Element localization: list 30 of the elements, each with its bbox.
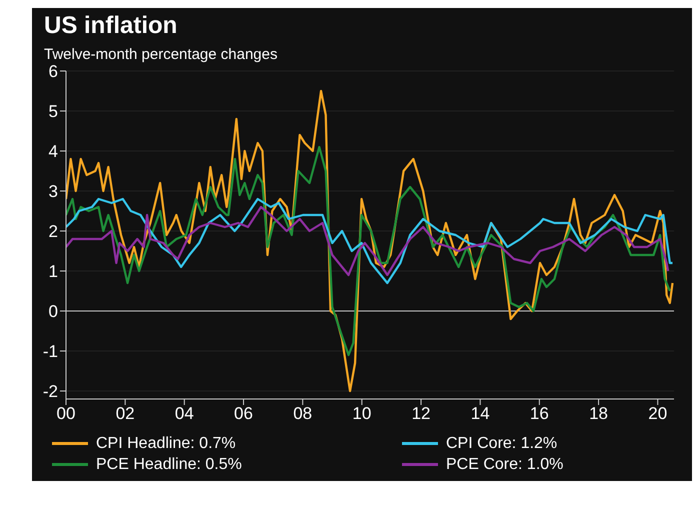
legend-label: CPI Headline: 0.7%	[96, 434, 236, 452]
y-tick-label: 6	[48, 62, 58, 82]
legend-label: PCE Core: 1.0%	[446, 456, 564, 474]
y-tick-label: -2	[42, 382, 58, 402]
line-series	[66, 206, 670, 276]
x-tick-label: 18	[589, 404, 608, 424]
y-tick-label: 3	[48, 182, 58, 202]
legend-label: CPI Core: 1.2%	[446, 434, 558, 452]
y-tick-label: 0	[48, 302, 58, 322]
y-tick-label: 1	[48, 262, 58, 282]
x-tick-label: 08	[293, 404, 312, 424]
line-series	[66, 90, 674, 392]
y-tick-label: 2	[48, 222, 58, 242]
y-tick-label: 4	[48, 142, 58, 162]
x-tick-label: 20	[648, 404, 668, 424]
chart-title: US inflation	[43, 11, 178, 40]
x-tick-label: 00	[56, 404, 76, 424]
x-tick-label: 02	[116, 404, 135, 424]
x-tick-label: 14	[470, 404, 490, 424]
y-tick-label: 5	[48, 102, 58, 122]
x-tick-label: 16	[530, 404, 549, 424]
line-series	[66, 146, 671, 356]
x-tick-label: 12	[412, 404, 430, 424]
chart-subtitle: Twelve-month percentage changes	[43, 45, 278, 63]
line-series	[66, 198, 674, 284]
legend-label: PCE Headline: 0.5%	[96, 456, 242, 474]
x-tick-label: 06	[234, 404, 253, 424]
y-tick-label: -1	[42, 342, 58, 362]
x-tick-label: 04	[174, 404, 194, 424]
x-tick-label: 10	[352, 404, 372, 424]
